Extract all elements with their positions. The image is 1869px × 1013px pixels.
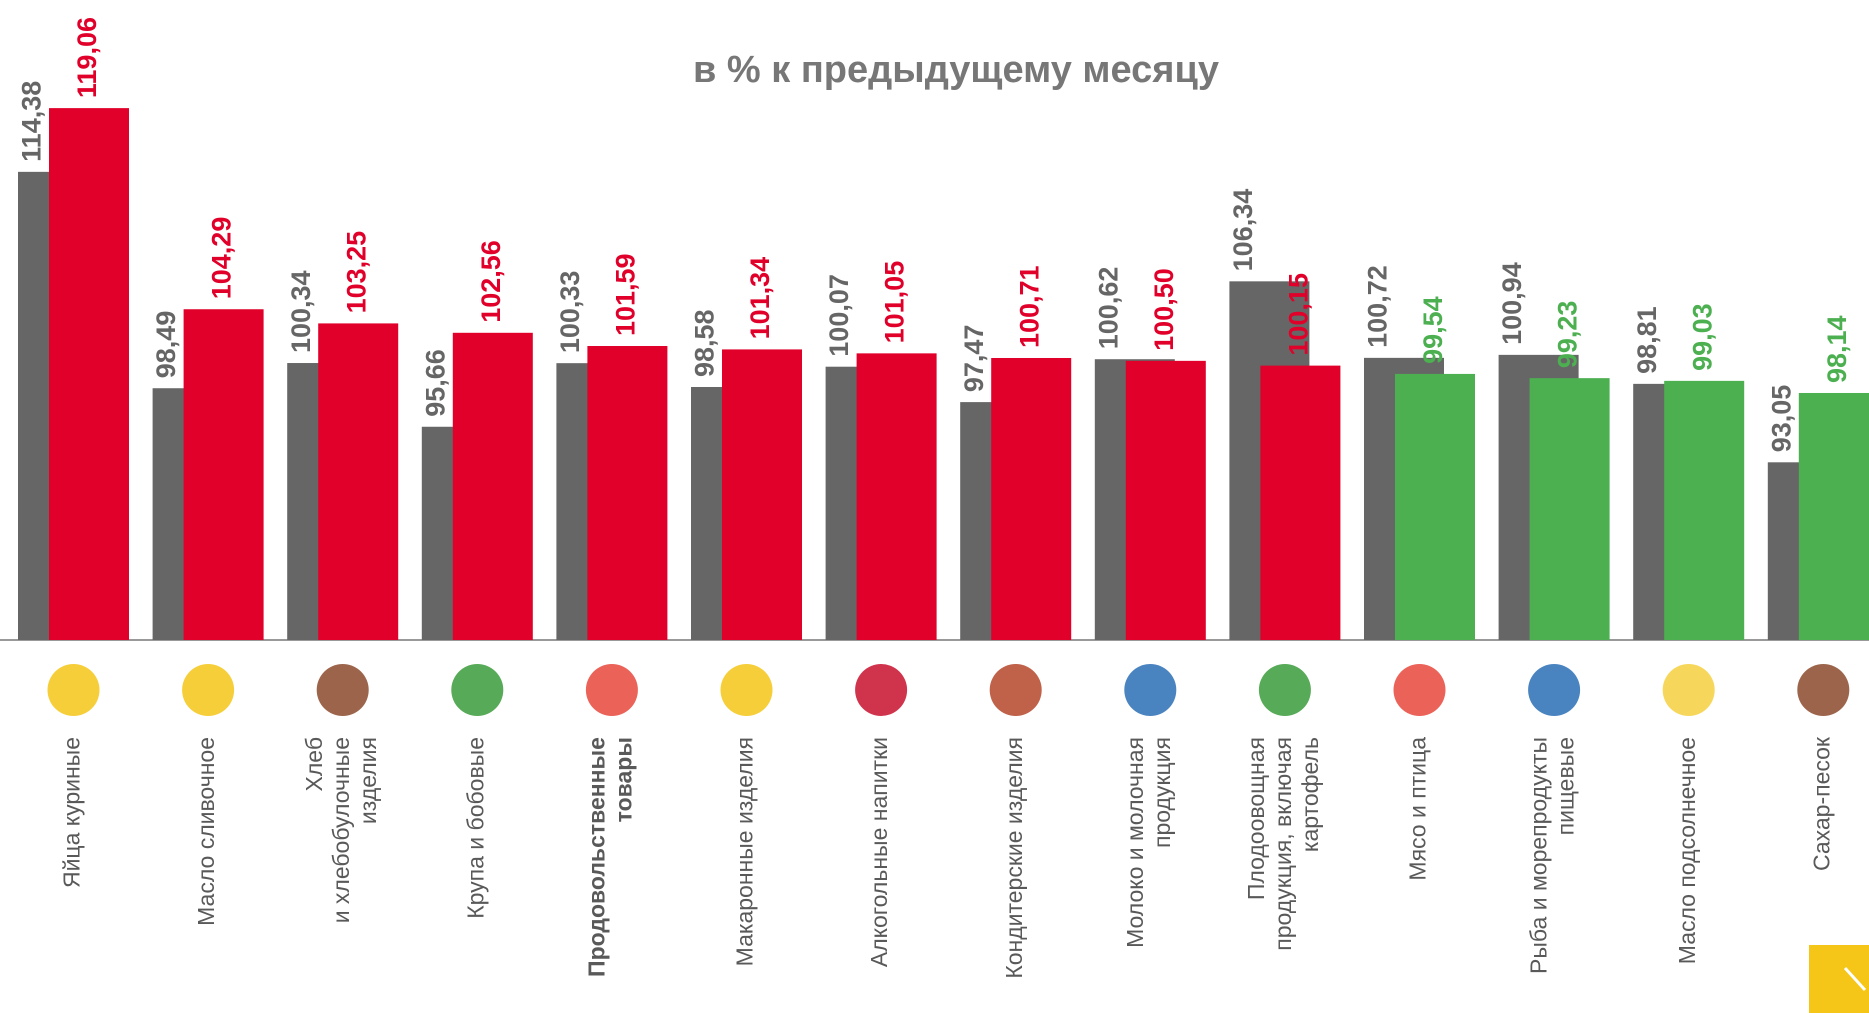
value-label: 114,38 (17, 81, 47, 162)
value-label: 99,54 (1418, 296, 1448, 364)
value-label: 104,29 (207, 217, 237, 300)
category-icon (1124, 664, 1176, 716)
x-tick-label: изделия (355, 737, 381, 824)
x-tick-label: Алкогольные напитки (866, 737, 892, 967)
category-icon (721, 664, 773, 716)
value-label: 99,23 (1553, 301, 1583, 369)
bar (318, 323, 398, 640)
value-label: 100,71 (1014, 265, 1044, 348)
x-tick-label: Масло подсолнечное (1674, 737, 1700, 964)
bar (587, 346, 667, 640)
category-icon (1259, 664, 1311, 716)
bar (1260, 366, 1340, 640)
category-icon (182, 664, 234, 716)
next-button[interactable] (1809, 945, 1869, 1013)
next-button-bg[interactable] (1809, 945, 1869, 1013)
value-label: 99,03 (1687, 303, 1717, 371)
x-tick-label: и хлебобулочные (328, 737, 354, 923)
x-tick-label: пищевые (1553, 737, 1579, 835)
value-label: 103,25 (341, 231, 371, 314)
chart: в % к предыдущему месяцу 114,38 119,06 Яйц… (0, 0, 1869, 1013)
x-tick-label: товары (610, 737, 636, 822)
value-label: 100,50 (1149, 268, 1179, 351)
bar (1664, 381, 1744, 640)
category-icon (1528, 664, 1580, 716)
value-label: 102,56 (476, 240, 506, 323)
value-label: 100,34 (286, 270, 316, 353)
value-label: 98,14 (1822, 315, 1852, 383)
value-label: 100,07 (824, 274, 854, 357)
category-icon (855, 664, 907, 716)
bar (1126, 361, 1206, 640)
category-icon (1394, 664, 1446, 716)
bar (49, 108, 129, 640)
value-label: 98,81 (1632, 306, 1662, 374)
value-label: 100,94 (1497, 262, 1527, 345)
x-tick-label: Плодоовощная (1243, 737, 1269, 900)
value-label: 100,15 (1284, 273, 1314, 356)
x-tick-label: продукция, включая (1270, 737, 1296, 951)
value-label: 106,34 (1228, 189, 1258, 272)
bar (184, 309, 264, 640)
value-label: 100,72 (1363, 265, 1393, 348)
value-label: 95,66 (420, 349, 450, 417)
x-tick-label: Молоко и молочная (1122, 737, 1148, 948)
value-label: 93,05 (1766, 385, 1796, 453)
value-label: 98,58 (690, 309, 720, 377)
bar (722, 349, 802, 640)
value-label: 100,62 (1093, 267, 1123, 350)
value-label: 100,33 (555, 271, 585, 354)
bar (857, 353, 937, 640)
category-icon (1663, 664, 1715, 716)
category-icon (1797, 664, 1849, 716)
x-tick-label: Хлеб (301, 737, 327, 791)
x-tick-label: Кондитерские изделия (1001, 737, 1027, 979)
x-tick-label: Мясо и птица (1405, 737, 1431, 881)
x-tick-label: Яйца куриные (59, 737, 85, 888)
value-label: 101,34 (745, 257, 775, 340)
x-tick-label: Крупа и бобовые (462, 737, 488, 919)
x-tick-label: Рыба и морепродукты (1526, 737, 1552, 974)
x-tick-label: продукция (1149, 737, 1175, 848)
category-icon (317, 664, 369, 716)
value-label: 119,06 (72, 17, 102, 98)
bar (1530, 378, 1610, 640)
bar (1799, 393, 1869, 640)
category-icon (451, 664, 503, 716)
category-icon (586, 664, 638, 716)
bar (1395, 374, 1475, 640)
category-icon (990, 664, 1042, 716)
x-tick-label: Масло сливочное (193, 737, 219, 926)
category-icon (48, 664, 100, 716)
value-label: 101,59 (611, 253, 641, 336)
x-tick-label: Макаронные изделия (732, 737, 758, 966)
x-tick-label: Продовольственные (583, 737, 609, 977)
x-tick-label: Сахар-песок (1808, 736, 1834, 871)
x-tick-label: картофель (1297, 737, 1323, 852)
bar (991, 358, 1071, 640)
value-label: 97,47 (959, 325, 989, 393)
bar (453, 333, 533, 640)
chart-title: в % к предыдущему месяцу (693, 49, 1219, 91)
value-label: 101,05 (880, 261, 910, 344)
value-label: 98,49 (151, 311, 181, 379)
